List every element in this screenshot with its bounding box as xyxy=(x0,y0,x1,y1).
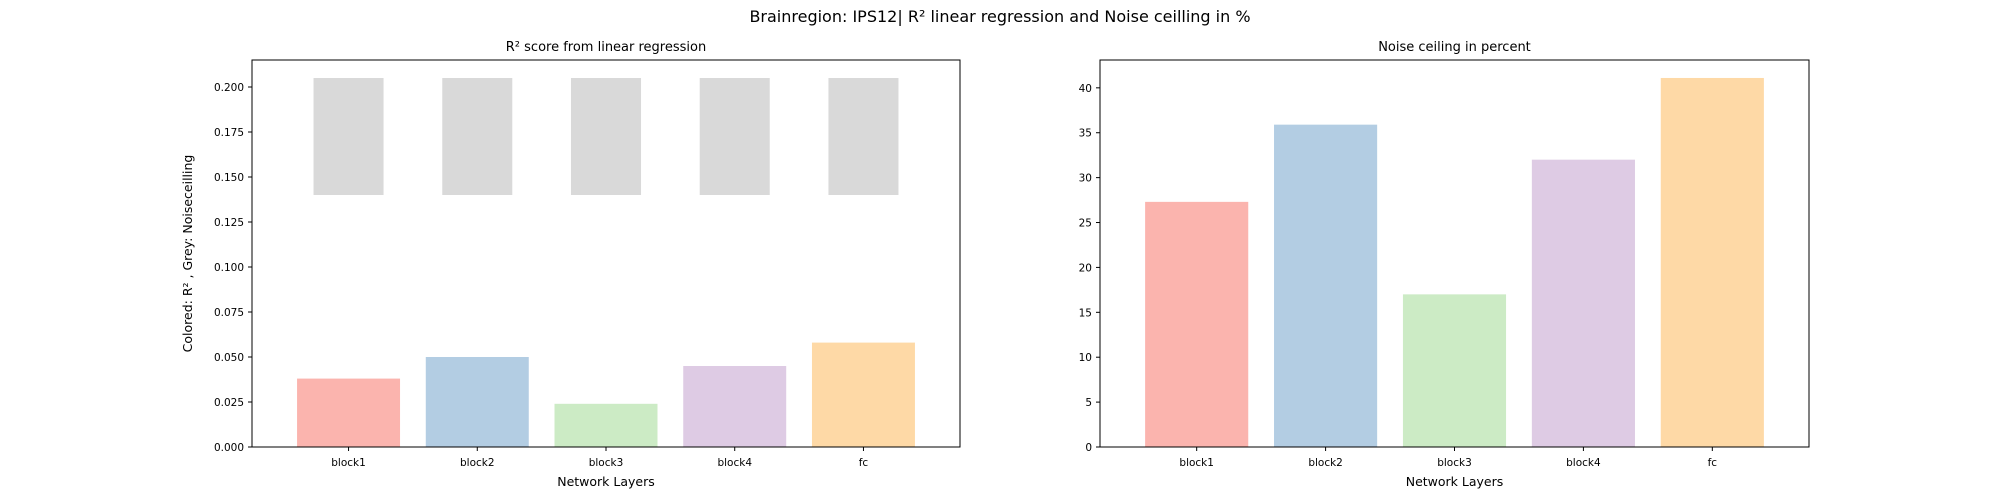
noise-ceiling-panel-y-tick-label: 15 xyxy=(1079,307,1092,319)
r2-panel-title: R² score from linear regression xyxy=(506,40,706,55)
noise-ceiling-panel-frame xyxy=(1099,59,1810,448)
noise-ceiling-panel-x-axis-label: Network Layers xyxy=(1406,474,1504,489)
noise-ceiling-panel-y-tick-label: 30 xyxy=(1079,173,1092,185)
r2-panel-y-tick-label: 0.200 xyxy=(214,82,244,94)
noise-ceiling-panel-x-tick-label: block3 xyxy=(1437,457,1472,469)
r2-panel-frame xyxy=(251,59,961,448)
r2-panel-bar-block2 xyxy=(425,357,529,447)
r2-panel-y-tick-label: 0.175 xyxy=(214,127,244,139)
r2-panel-x-axis-label: Network Layers xyxy=(557,474,655,489)
r2-panel-x-tick-label: fc xyxy=(859,457,869,469)
noise-ceiling-panel-y-tick-label: 10 xyxy=(1079,352,1092,364)
noise-ceiling-panel-x-tick-label: block1 xyxy=(1179,457,1214,469)
r2-panel-y-tick-label: 0.025 xyxy=(214,397,244,409)
noise-ceiling-panel-bar-block3 xyxy=(1402,294,1507,447)
r2-panel-noise-ceiling-bar xyxy=(828,78,899,195)
noise-ceiling-panel: Noise ceiling in percent Network Layers … xyxy=(1079,40,1810,489)
r2-panel-bar-block4 xyxy=(683,366,787,447)
noise-ceiling-panel-y-tick-label: 5 xyxy=(1085,397,1092,409)
noise-ceiling-panel-y-tick-label: 20 xyxy=(1079,262,1092,274)
noise-ceiling-panel-x-tick-label: fc xyxy=(1708,457,1718,469)
r2-panel-noise-ceiling-bar xyxy=(442,78,513,195)
noise-ceiling-panel-bar-block2 xyxy=(1274,124,1378,447)
noise-ceiling-panel-marks: block1 block2 block3 block4 fc 0 5 10 15 20 25 30 35… xyxy=(1079,77,1764,469)
noise-ceiling-panel-y-tick-label: 0 xyxy=(1085,442,1092,454)
r2-panel-x-tick-label: block2 xyxy=(460,457,495,469)
r2-panel-y-tick-label: 0.050 xyxy=(214,352,244,364)
noise-ceiling-panel-bar-block1 xyxy=(1145,201,1249,447)
r2-panel-bar-fc xyxy=(811,342,915,447)
r2-panel-noise-ceiling-bar xyxy=(570,78,642,195)
r2-panel-x-tick-label: block1 xyxy=(331,457,366,469)
noise-ceiling-panel-x-tick-label: block4 xyxy=(1566,457,1601,469)
figure-title: Brainregion: IPS12| R² linear regression… xyxy=(749,7,1250,26)
r2-panel-bar-block1 xyxy=(297,378,401,447)
noise-ceiling-panel-y-tick-label: 40 xyxy=(1079,83,1092,95)
noise-ceiling-panel-y-tick-label: 35 xyxy=(1079,128,1092,140)
r2-panel-y-tick-label: 0.150 xyxy=(214,172,244,184)
r2-panel-marks: block1 block2 block3 block4 fc 0.000 0.025 0.05… xyxy=(214,78,915,469)
r2-panel-x-tick-label: block4 xyxy=(717,457,752,469)
noise-ceiling-panel-y-tick-label: 25 xyxy=(1079,218,1092,230)
r2-panel-y-tick-label: 0.000 xyxy=(214,442,244,454)
r2-panel-noise-ceiling-bar xyxy=(699,78,770,195)
r2-panel-y-tick-label: 0.100 xyxy=(214,262,244,274)
r2-panel-x-tick-label: block3 xyxy=(589,457,624,469)
r2-panel-y-tick-label: 0.125 xyxy=(214,217,244,229)
r2-panel-y-axis-label: Colored: R² , Grey: Noiseceilling xyxy=(180,155,195,353)
noise-ceiling-panel-x-tick-label: block2 xyxy=(1308,457,1343,469)
r2-panel-y-tick-label: 0.075 xyxy=(214,307,244,319)
noise-ceiling-panel-bar-block4 xyxy=(1531,159,1635,447)
r2-panel-bar-block3 xyxy=(554,403,658,447)
noise-ceiling-panel-bar-fc xyxy=(1660,77,1764,447)
noise-ceiling-panel-title: Noise ceiling in percent xyxy=(1378,40,1531,55)
r2-panel-noise-ceiling-bar xyxy=(313,78,384,195)
r2-panel: R² score from linear regression Network … xyxy=(180,40,961,489)
